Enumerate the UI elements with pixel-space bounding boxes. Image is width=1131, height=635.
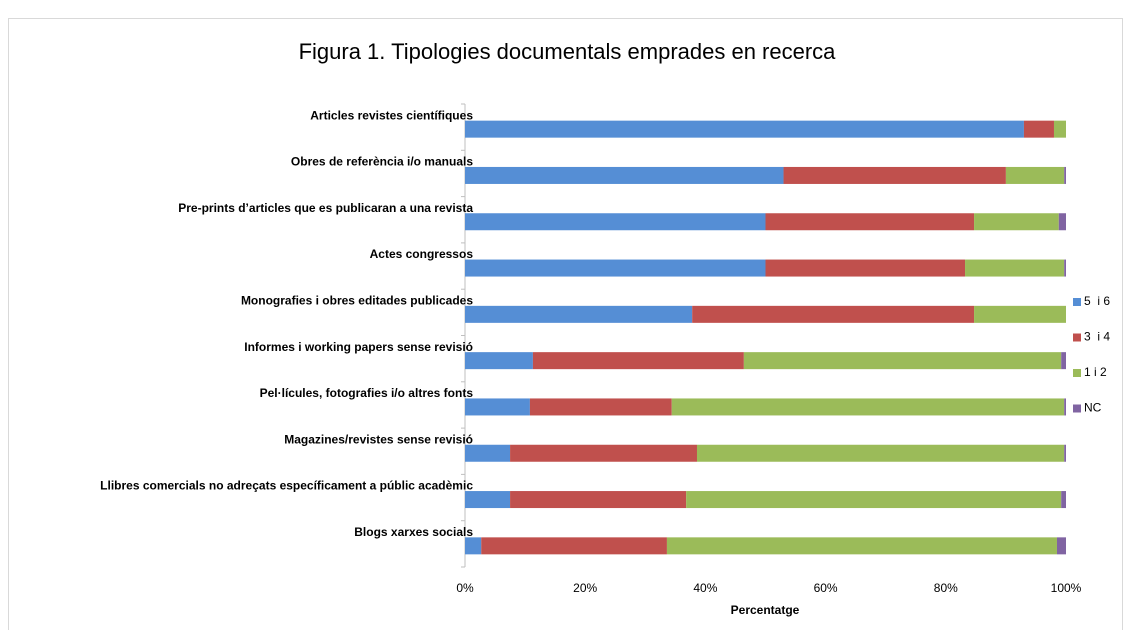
bar-segment xyxy=(765,259,966,277)
bar-segment xyxy=(465,259,766,277)
legend-label: 1 i 2 xyxy=(1084,365,1107,379)
bar-segment xyxy=(465,166,784,184)
bar-segment xyxy=(692,305,975,323)
legend-swatch xyxy=(1073,333,1081,342)
bar-segment xyxy=(696,444,1065,462)
bar-segment xyxy=(743,352,1062,370)
bar-segment xyxy=(965,259,1065,277)
x-tick-label: 60% xyxy=(814,581,838,595)
bar-segment xyxy=(465,398,530,416)
bar-segment xyxy=(765,213,975,231)
y-tick-label: Pel·lícules, fotografies i/o altres font… xyxy=(260,386,474,400)
bar-segment xyxy=(974,213,1059,231)
legend-swatch xyxy=(1073,369,1081,377)
legend-label: 3 i 4 xyxy=(1084,330,1110,344)
bar-segment xyxy=(783,166,1006,184)
bar-segment xyxy=(465,213,766,231)
y-tick-label: Monografies i obres editades publicades xyxy=(241,294,473,308)
bar-segment xyxy=(465,444,511,462)
bar-segment xyxy=(1053,120,1066,138)
y-tick-label: Articles revistes científiques xyxy=(310,108,473,122)
x-tick-label: 0% xyxy=(456,581,474,595)
bar-segment xyxy=(1064,259,1066,277)
legend-swatch xyxy=(1073,404,1081,413)
bar-segment xyxy=(465,352,533,370)
bar-segment xyxy=(529,398,672,416)
bar-segment xyxy=(1005,166,1065,184)
bar-segment xyxy=(1064,166,1066,184)
bar-segment xyxy=(686,491,1062,509)
bar-segment xyxy=(465,305,693,323)
legend-label: 5 i 6 xyxy=(1084,294,1110,308)
legend-label: NC xyxy=(1084,401,1102,415)
bar-segment xyxy=(1056,537,1066,555)
bar-segment xyxy=(465,491,511,509)
x-tick-label: 80% xyxy=(934,581,958,595)
bar-segment xyxy=(1064,398,1066,416)
x-tick-label: 40% xyxy=(693,581,717,595)
y-tick-label: Pre-prints d’articles que es publicaran … xyxy=(178,201,473,215)
bar-segment xyxy=(1064,444,1066,462)
x-tick-label: 100% xyxy=(1051,581,1082,595)
bar-segment xyxy=(974,305,1066,323)
bar-segment xyxy=(532,352,744,370)
y-tick-label: Informes i working papers sense revisió xyxy=(244,340,473,354)
bar-segment xyxy=(481,537,667,555)
y-tick-label: Blogs xarxes socials xyxy=(354,525,473,539)
bar-segment xyxy=(465,537,482,555)
bar-segment xyxy=(1023,120,1054,138)
y-tick-label: Obres de referència i/o manuals xyxy=(291,155,473,169)
legend-swatch xyxy=(1073,298,1081,306)
x-tick-label: 20% xyxy=(573,581,597,595)
chart-title: Figura 1. Tipologies documentals emprade… xyxy=(299,39,837,64)
y-tick-label: Llibres comercials no adreçats específic… xyxy=(100,479,473,493)
y-tick-label: Magazines/revistes sense revisió xyxy=(284,432,473,446)
x-axis-title: Percentatge xyxy=(731,603,800,617)
bar-segment xyxy=(671,398,1065,416)
bar-segment xyxy=(510,491,687,509)
bar-segment xyxy=(1058,213,1066,231)
bar-segment xyxy=(1061,491,1066,509)
bar-segment xyxy=(1061,352,1066,370)
y-tick-label: Actes congressos xyxy=(370,247,474,261)
bar-segment xyxy=(666,537,1057,555)
bar-segment xyxy=(510,444,697,462)
bar-segment xyxy=(465,120,1024,138)
